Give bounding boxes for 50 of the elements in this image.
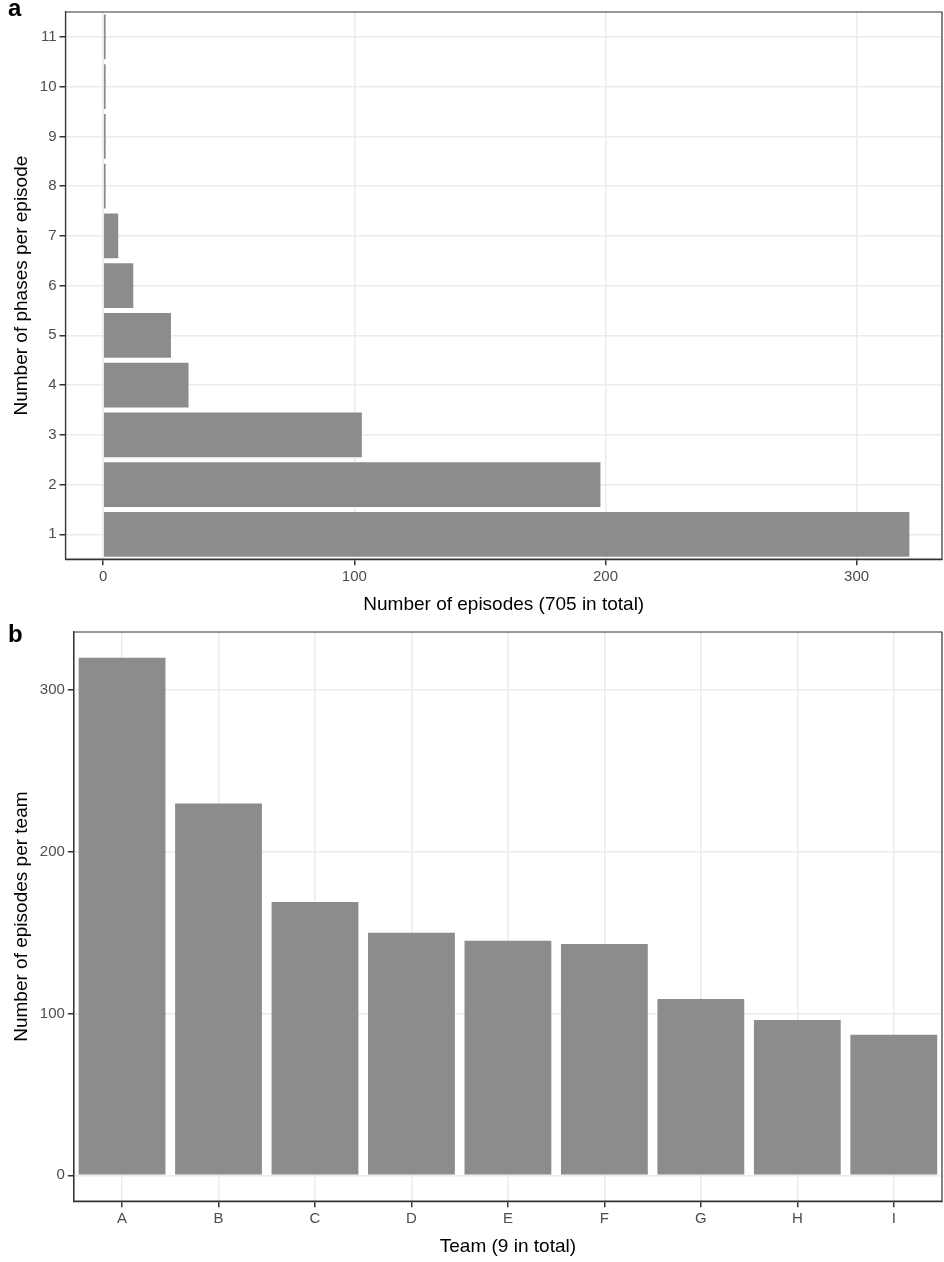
bar — [850, 1034, 938, 1175]
bar — [103, 263, 134, 308]
x-tick-label: I — [891, 1209, 896, 1227]
bar — [103, 511, 910, 557]
x-tick-label: A — [117, 1209, 128, 1227]
bar — [464, 940, 552, 1175]
bar — [103, 312, 171, 358]
y-tick-label: 3 — [48, 424, 57, 442]
y-tick-label: 100 — [39, 1003, 65, 1021]
x-tick-label: 100 — [341, 567, 367, 585]
y-tick-label: 1 — [48, 524, 57, 542]
bar — [657, 999, 745, 1175]
y-tick-label: 200 — [39, 842, 65, 860]
x-tick-label: E — [502, 1209, 513, 1227]
y-tick-label: 5 — [48, 325, 57, 343]
bar — [368, 932, 455, 1175]
y-tick-label: 0 — [56, 1165, 65, 1183]
bar — [560, 944, 648, 1175]
x-tick-label: D — [406, 1209, 418, 1227]
y-tick-label: 300 — [39, 680, 65, 698]
x-tick-label: G — [695, 1209, 707, 1227]
bar — [103, 462, 601, 507]
bar — [175, 803, 262, 1175]
x-tick-label: H — [791, 1209, 803, 1227]
chart-title: a — [8, 0, 22, 22]
bar — [753, 1020, 841, 1175]
x-tick-label: 0 — [98, 567, 108, 585]
x-tick-label: 300 — [844, 567, 870, 585]
y-tick-label: 7 — [48, 226, 57, 243]
chart-title: b — [8, 620, 23, 648]
y-axis-title: Number of episodes per team — [9, 791, 31, 1042]
y-tick-label: 4 — [48, 375, 57, 393]
y-axis-title: Number of phases per episode — [9, 155, 31, 416]
bar — [103, 362, 189, 408]
bar — [271, 902, 359, 1175]
bar — [103, 412, 362, 458]
y-tick-label: 10 — [39, 76, 57, 94]
y-tick-label: 2 — [48, 474, 57, 492]
y-tick-label: 6 — [48, 275, 57, 293]
x-tick-label: F — [599, 1209, 609, 1227]
x-axis-title: Team (9 in total) — [439, 1234, 577, 1256]
y-tick-label: 9 — [48, 126, 57, 144]
x-tick-label: C — [309, 1209, 321, 1227]
y-tick-label: 8 — [48, 176, 57, 194]
x-axis-title: Number of episodes (705 in total) — [363, 592, 645, 614]
bar — [78, 657, 166, 1175]
x-tick-label: 200 — [592, 567, 618, 585]
x-tick-label: B — [213, 1209, 224, 1227]
y-tick-label: 11 — [40, 27, 57, 45]
bar — [103, 213, 119, 259]
